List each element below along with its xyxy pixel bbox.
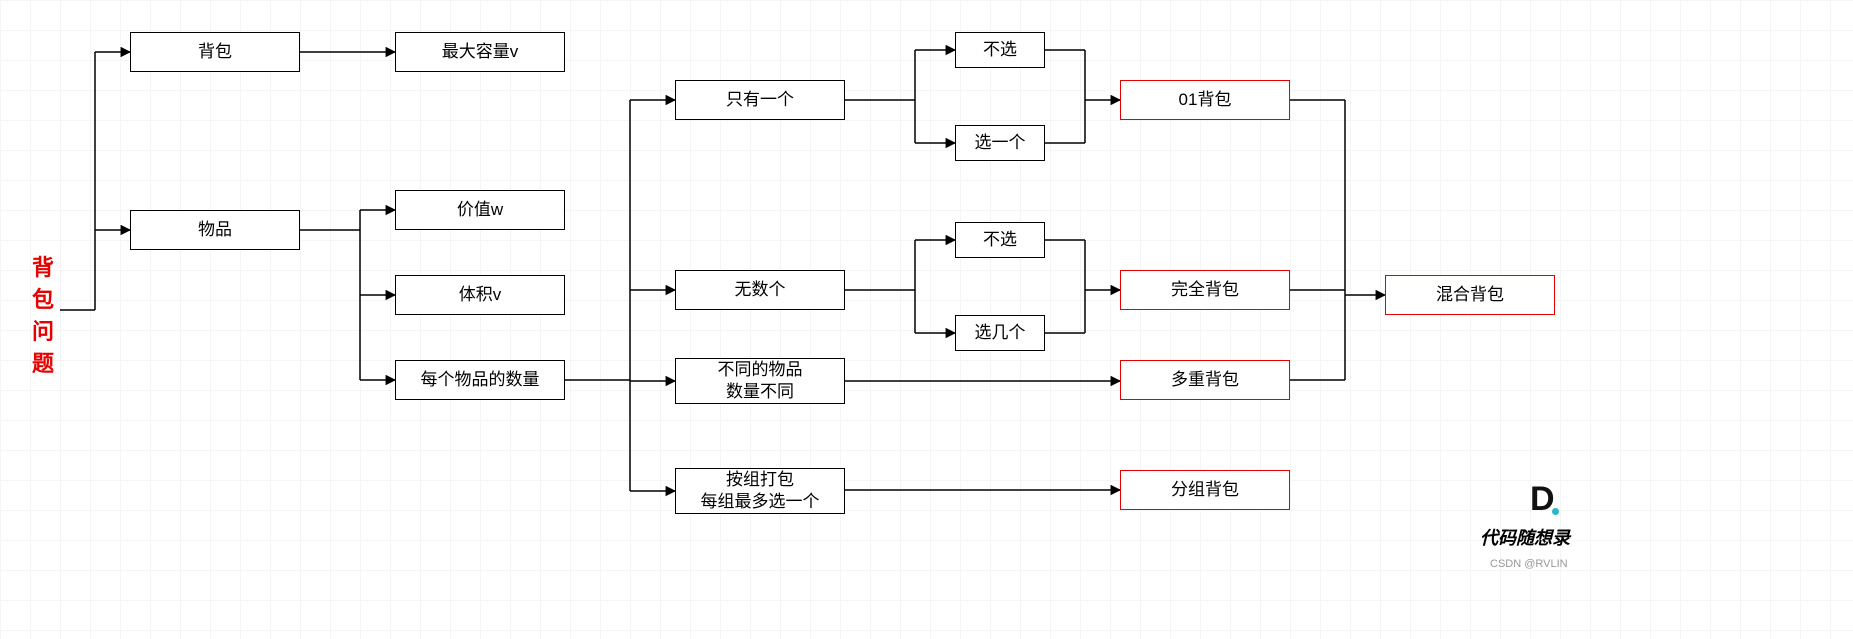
title-char: 包 [32,282,54,314]
node-n_backpack: 背包 [130,32,300,72]
node-n_full: 完全背包 [1120,270,1290,310]
node-n_capacity: 最大容量v [395,32,565,72]
node-n_mixed: 混合背包 [1385,275,1555,315]
watermark-sub: CSDN @RVLIN [1490,558,1568,570]
logo-letter: D [1530,480,1555,518]
node-n_one_no: 不选 [955,32,1045,68]
node-n_value: 价值w [395,190,565,230]
node-n_01: 01背包 [1120,80,1290,120]
title-char: 问 [32,314,54,346]
title-char: 题 [32,346,54,378]
node-n_grouped: 分组背包 [1120,470,1290,510]
title-char: 背 [32,250,54,282]
node-n_group: 按组打包 每组最多选一个 [675,468,845,514]
node-n_inf: 无数个 [675,270,845,310]
node-n_one: 只有一个 [675,80,845,120]
logo-d-icon: D [1530,480,1555,519]
node-n_inf_no: 不选 [955,222,1045,258]
node-n_volume: 体积v [395,275,565,315]
node-n_inf_yes: 选几个 [955,315,1045,351]
node-n_qty: 每个物品的数量 [395,360,565,400]
node-n_item: 物品 [130,210,300,250]
node-n_multi: 多重背包 [1120,360,1290,400]
node-n_one_yes: 选一个 [955,125,1045,161]
node-n_diff: 不同的物品 数量不同 [675,358,845,404]
root-title: 背包问题 [28,250,58,378]
watermark-text: 代码随想录 [1480,524,1570,550]
